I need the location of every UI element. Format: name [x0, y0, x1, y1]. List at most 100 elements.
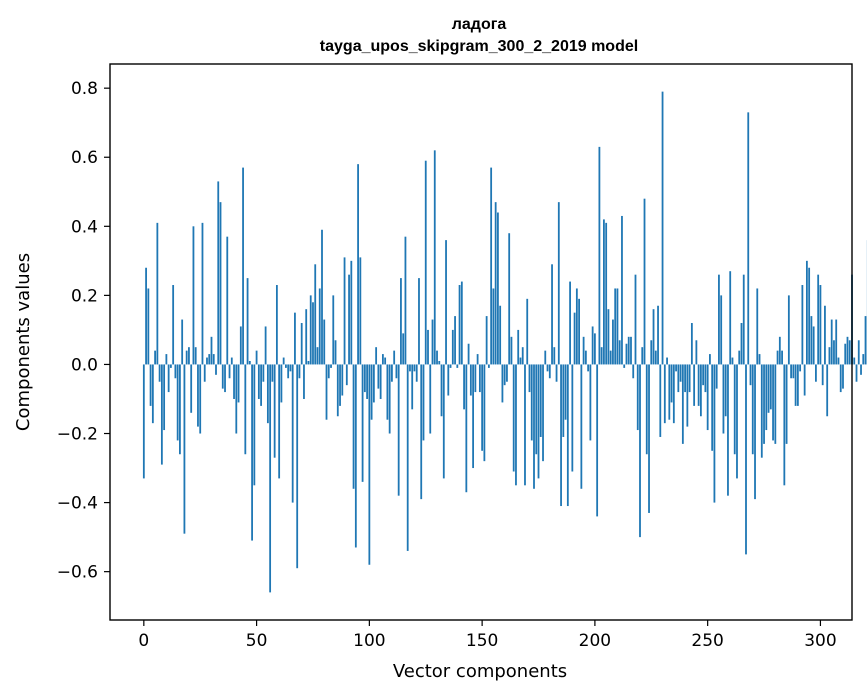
bar [634, 274, 637, 365]
bar [158, 364, 161, 382]
bar [499, 305, 502, 365]
bar [197, 364, 199, 427]
bar [372, 364, 375, 403]
bar [393, 350, 396, 365]
bars-group [142, 91, 867, 593]
bar [255, 350, 258, 365]
bar [733, 364, 736, 455]
bar [526, 298, 529, 365]
bar [769, 364, 772, 410]
bar [192, 226, 195, 365]
bar [801, 285, 804, 365]
bar [402, 333, 405, 365]
bar [154, 350, 156, 365]
bar [451, 329, 454, 365]
bar [278, 364, 281, 479]
bar [720, 295, 723, 365]
bar [774, 364, 777, 444]
bar [817, 274, 820, 365]
bar [169, 364, 172, 368]
bar [564, 364, 567, 420]
bar [842, 364, 844, 389]
bar [641, 347, 644, 365]
bar [294, 312, 296, 365]
bar [718, 274, 720, 365]
bar [359, 257, 362, 365]
bar [521, 347, 524, 365]
bar [404, 236, 407, 365]
bar [239, 326, 242, 365]
bar [481, 364, 484, 451]
bar [188, 347, 190, 365]
bar [517, 329, 520, 365]
bar [508, 233, 511, 365]
bar [596, 364, 599, 517]
bar [147, 288, 150, 365]
bar [666, 357, 668, 365]
bar [494, 202, 497, 365]
bar [174, 364, 177, 379]
y-tick-label: 0.0 [71, 355, 98, 375]
bar [478, 364, 481, 393]
bar [751, 364, 754, 455]
bar [860, 364, 862, 375]
bar [639, 364, 641, 538]
bar [436, 350, 438, 365]
bar [165, 354, 168, 365]
bar [616, 288, 619, 365]
bar [253, 364, 256, 486]
bar [183, 364, 186, 534]
bar [487, 364, 490, 368]
bar [749, 364, 752, 386]
bar [535, 364, 538, 455]
bar [151, 364, 154, 424]
bar [379, 364, 382, 399]
bar [524, 364, 526, 486]
bar [215, 364, 217, 375]
bar [185, 350, 188, 365]
bar [199, 364, 202, 434]
bar [627, 336, 630, 365]
bar [537, 364, 540, 479]
x-tick-label: 0 [138, 631, 149, 651]
bar [427, 329, 429, 365]
bar [336, 364, 339, 417]
bar [643, 198, 646, 365]
bar [645, 364, 648, 455]
bar [163, 364, 166, 431]
bar [431, 319, 434, 365]
bar [695, 340, 698, 365]
bar [411, 364, 414, 410]
bar [318, 288, 321, 365]
bar [839, 364, 842, 393]
bar [763, 364, 765, 444]
bar [332, 295, 335, 365]
bar [745, 364, 747, 555]
bar [539, 364, 542, 437]
bar [266, 364, 269, 424]
bar [282, 357, 285, 365]
bar [497, 212, 499, 365]
bar [271, 364, 274, 382]
bar [792, 364, 795, 379]
bar [400, 278, 402, 365]
bar [781, 350, 783, 365]
bar [212, 354, 215, 365]
bar [280, 364, 283, 403]
bar [490, 167, 493, 365]
bar [445, 240, 447, 365]
x-axis-ticks: 0 50 100 150 200 250 300 [138, 620, 837, 651]
bar [571, 364, 574, 472]
bar [557, 202, 560, 365]
bar [235, 364, 238, 434]
bar [542, 364, 544, 462]
bar [787, 295, 790, 365]
bar [679, 364, 682, 382]
bar [528, 364, 531, 393]
bar [772, 364, 774, 441]
bar [221, 364, 224, 389]
bar [307, 360, 310, 365]
bar [142, 364, 145, 479]
bar [657, 305, 659, 365]
